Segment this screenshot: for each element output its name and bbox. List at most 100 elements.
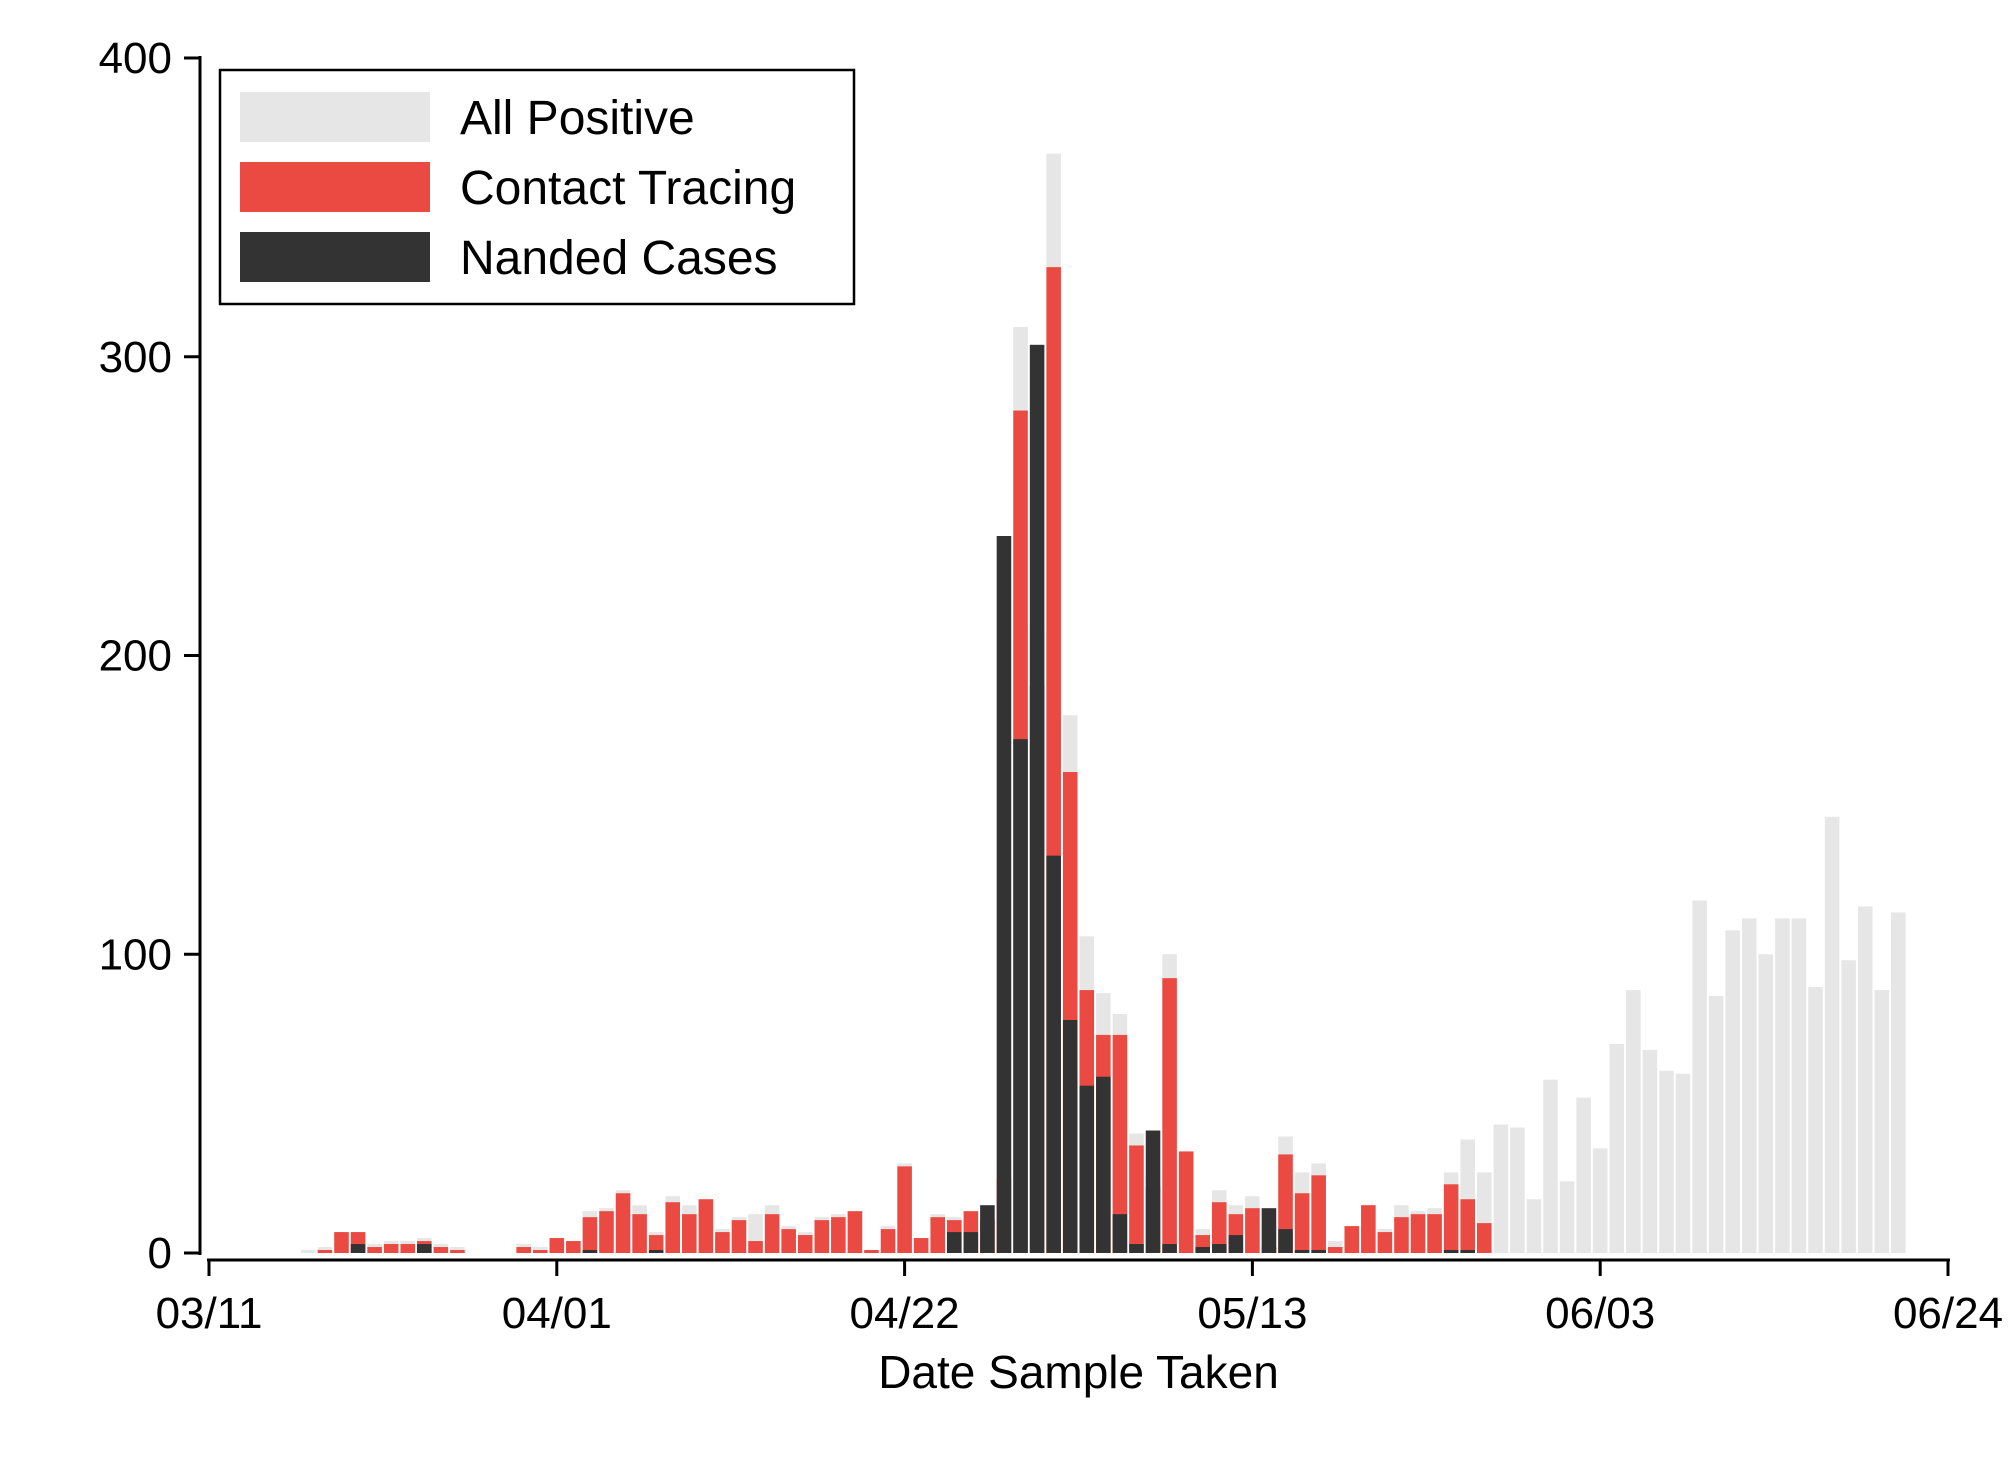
x-tick-label: 05/13 [1197,1289,1307,1338]
contact-tracing-bar [814,1220,830,1253]
contact-tracing-bar [1344,1226,1360,1253]
contact-tracing-bar [582,1217,598,1253]
contact-tracing-bar [1327,1247,1343,1253]
contact-tracing-bar [599,1211,614,1253]
contact-tracing-bar [532,1250,548,1253]
all-positive-bar [1891,912,1906,1253]
all-positive-bar [1526,1199,1542,1253]
all-positive-bar [1874,990,1890,1253]
y-tick-label: 100 [99,930,172,979]
contact-tracing-bar [1294,1193,1310,1253]
contact-tracing-bar [847,1211,863,1253]
nanded-cases-bar [1294,1250,1310,1253]
all-positive-bar [1576,1097,1591,1253]
nanded-cases-bar [417,1244,432,1253]
legend-swatch-contact-tracing [240,162,430,212]
contact-tracing-bar [549,1238,565,1253]
x-tick-label: 04/01 [502,1289,612,1338]
contact-tracing-bar [317,1250,333,1253]
contact-tracing-bars [317,267,1492,1253]
contact-tracing-bar [632,1214,647,1253]
all-positive-bar [1659,1070,1674,1253]
y-axis-ticks: 0 100 200 300 400 [99,34,200,1278]
all-positive-bar [1675,1073,1691,1253]
nanded-cases-bar [1162,1244,1177,1253]
nanded-cases-bar [1460,1250,1475,1253]
contact-tracing-bar [433,1247,449,1253]
contact-tracing-bar [615,1193,631,1253]
nanded-cases-bar [1311,1250,1326,1253]
nanded-cases-bars [350,344,1475,1253]
nanded-cases-bar [1443,1250,1459,1253]
nanded-cases-bar [1145,1130,1161,1253]
contact-tracing-bar [698,1199,714,1253]
all-positive-bar [1775,918,1790,1253]
all-positive-bar [1642,1049,1658,1253]
nanded-cases-bar [996,536,1012,1253]
contact-tracing-bar [665,1202,681,1253]
all-positive-bar [1725,930,1740,1253]
contact-tracing-bar [383,1244,399,1253]
nanded-cases-bar [1261,1208,1277,1253]
contact-tracing-bar [930,1217,946,1253]
legend-swatch-all-positive [240,92,430,142]
contact-tracing-bar [781,1229,796,1253]
contact-tracing-bar [1311,1175,1326,1253]
contact-tracing-bar [880,1229,896,1253]
contact-tracing-bar [1427,1214,1442,1253]
legend-label-contact-tracing: Contact Tracing [460,162,796,215]
contact-tracing-bar [797,1235,813,1253]
contact-tracing-bar [1178,1151,1194,1253]
nanded-cases-bar [1062,1019,1078,1253]
contact-tracing-bar [897,1166,912,1253]
all-positive-bar [1592,1148,1608,1253]
x-axis-ticks: 03/11 04/01 04/22 05/13 06/03 06/24 [156,1260,2003,1338]
nanded-cases-bar [1029,344,1045,1253]
contact-tracing-bar [864,1250,879,1253]
contact-tracing-bar [516,1247,531,1253]
nanded-cases-bar [1129,1244,1144,1253]
contact-tracing-bar [1476,1223,1492,1253]
contact-tracing-bar [913,1238,929,1253]
contact-tracing-bar [1377,1232,1393,1253]
all-positive-bar [1510,1127,1525,1253]
all-positive-bar [1626,990,1641,1253]
all-positive-bar [1708,996,1724,1253]
nanded-cases-bar [1013,739,1028,1253]
contact-tracing-bar [1278,1154,1293,1253]
x-tick-label: 06/24 [1893,1289,2003,1338]
contact-tracing-bar [682,1214,697,1253]
x-axis-title: Date Sample Taken [878,1346,1279,1398]
all-positive-bar [1559,1181,1575,1253]
all-positive-bar [1543,1079,1558,1253]
legend: All Positive Contact Tracing Nanded Case… [218,68,856,306]
contact-tracing-bar [715,1232,730,1253]
nanded-cases-bar [1079,1085,1095,1253]
legend-swatch-nanded-cases [240,232,430,282]
nanded-cases-bar [980,1205,995,1253]
contact-tracing-bar [1361,1205,1376,1253]
all-positive-bar [1841,960,1856,1253]
nanded-cases-bar [963,1232,979,1253]
legend-label-nanded-cases: Nanded Cases [460,232,778,285]
contact-tracing-bar [566,1241,581,1253]
contact-tracing-bar [1460,1199,1475,1253]
x-tick-label: 04/22 [850,1289,960,1338]
nanded-cases-bar [1228,1235,1244,1253]
contact-tracing-bar [648,1235,664,1253]
nanded-cases-bar [582,1250,598,1253]
all-positive-bar [1857,906,1873,1253]
nanded-cases-bar [1112,1214,1128,1253]
contact-tracing-bar [400,1244,416,1253]
all-positive-bar [1824,816,1840,1253]
nanded-cases-bar [350,1244,366,1253]
contact-tracing-bar [1443,1184,1459,1253]
contact-tracing-bar [334,1232,349,1253]
contact-tracing-bar [831,1217,846,1253]
nanded-cases-bar [648,1250,664,1253]
y-tick-label: 400 [99,34,172,83]
contact-tracing-bar [1162,978,1177,1253]
contact-tracing-bar [367,1247,382,1253]
nanded-cases-bar [1046,855,1061,1253]
